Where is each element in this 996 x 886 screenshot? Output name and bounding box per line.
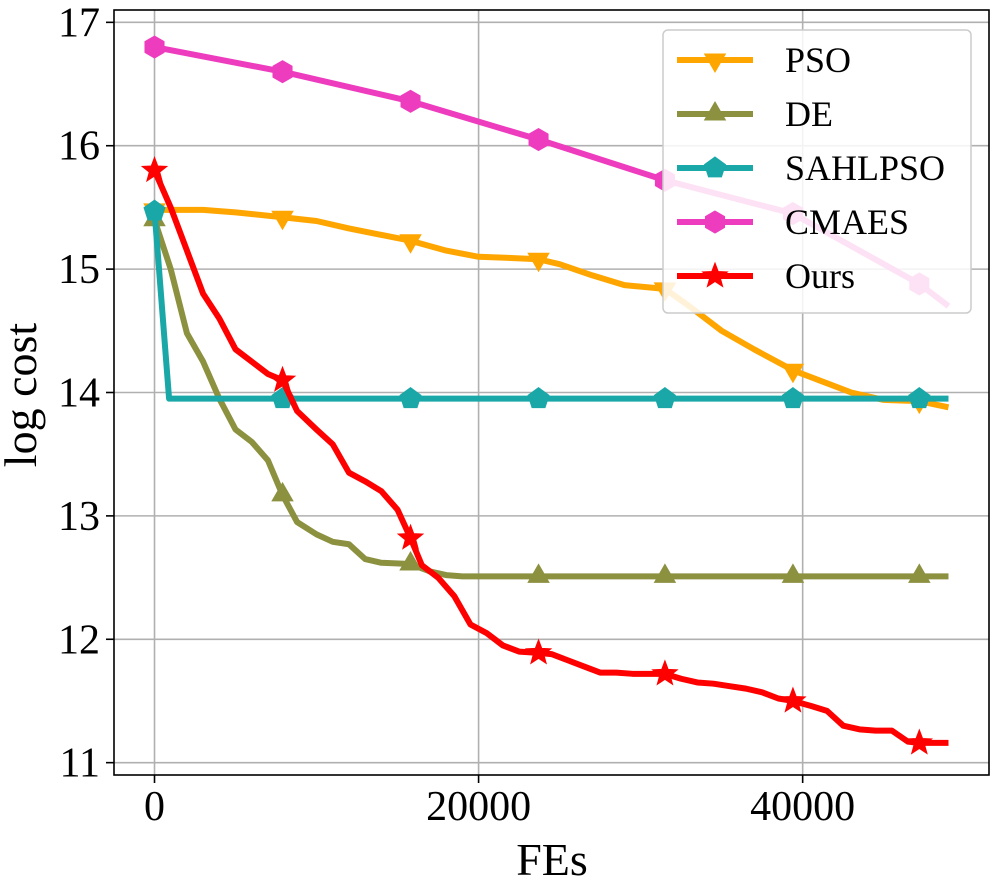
series-marker-pso [527, 252, 550, 273]
series-marker-ours [524, 638, 553, 665]
legend-item-cmaes: CMAES [677, 202, 909, 242]
series-marker-sahlpso [908, 387, 931, 409]
series-marker-sahlpso [781, 387, 804, 409]
legend-box [662, 29, 972, 314]
series-line-ours [151, 169, 949, 746]
series-marker-de [271, 481, 294, 502]
x-tick-label: 0 [144, 784, 165, 830]
legend-item-sahlpso: SAHLPSO [677, 148, 945, 188]
legend-label-cmaes: CMAES [785, 202, 909, 242]
series-marker-ours [268, 365, 297, 392]
y-tick-label: 14 [58, 371, 100, 417]
series-sahlpso [143, 199, 949, 409]
series-marker-de [908, 563, 931, 583]
series-marker-sahlpso [143, 199, 166, 221]
y-tick-label: 16 [58, 124, 100, 170]
y-tick-label: 17 [58, 0, 100, 46]
legend-marker-ours [701, 261, 729, 288]
legend-item-de: DE [677, 94, 833, 134]
series-marker-cmaes [144, 35, 165, 59]
legend-label-sahlpso: SAHLPSO [785, 148, 945, 188]
y-tick-label: 13 [58, 494, 100, 540]
y-tick-label: 15 [58, 247, 100, 293]
series-marker-pso [271, 210, 294, 231]
series-marker-de [399, 551, 422, 571]
series-line-pso [154, 206, 950, 411]
series-marker-de [527, 563, 550, 583]
series-marker-pso [781, 363, 805, 384]
series-marker-sahlpso [653, 387, 676, 409]
series-marker-sahlpso [527, 387, 550, 409]
series-marker-ours [396, 523, 425, 550]
series-marker-ours [905, 728, 934, 755]
series-marker-cmaes [528, 127, 549, 152]
x-axis-label: FEs [516, 834, 588, 885]
y-axis-label: log cost [0, 323, 46, 468]
legend-item-ours: Ours [677, 256, 855, 296]
x-tick-label: 20000 [426, 784, 531, 830]
y-tick-label: 12 [58, 617, 100, 663]
series-marker-pso [399, 234, 422, 254]
legend-marker-sahlpso [703, 156, 727, 178]
series-line-de [151, 218, 949, 580]
series-marker-cmaes [400, 89, 421, 113]
legend-marker-de [703, 100, 727, 121]
legend-marker-cmaes [704, 210, 726, 234]
legend-label-pso: PSO [785, 40, 851, 80]
series-marker-ours [140, 155, 169, 183]
series-ours [140, 155, 949, 755]
series-marker-de [781, 563, 805, 583]
series-marker-ours [779, 686, 807, 713]
series-marker-ours [651, 659, 679, 686]
legend: PSO DE SAHLPSO CMAES Ours [662, 29, 972, 314]
series-marker-cmaes [272, 60, 293, 84]
series-marker-sahlpso [399, 387, 422, 409]
axis-ticks: 0 20000 40000 11 12 13 14 15 16 17 [58, 0, 855, 830]
x-tick-label: 40000 [750, 784, 855, 830]
legend-label-ours: Ours [785, 256, 855, 296]
series-marker-de [653, 563, 677, 583]
y-tick-label: 11 [60, 741, 100, 787]
legend-item-pso: PSO [677, 40, 851, 80]
legend-label-de: DE [785, 94, 833, 134]
legend-marker-pso [703, 53, 727, 74]
